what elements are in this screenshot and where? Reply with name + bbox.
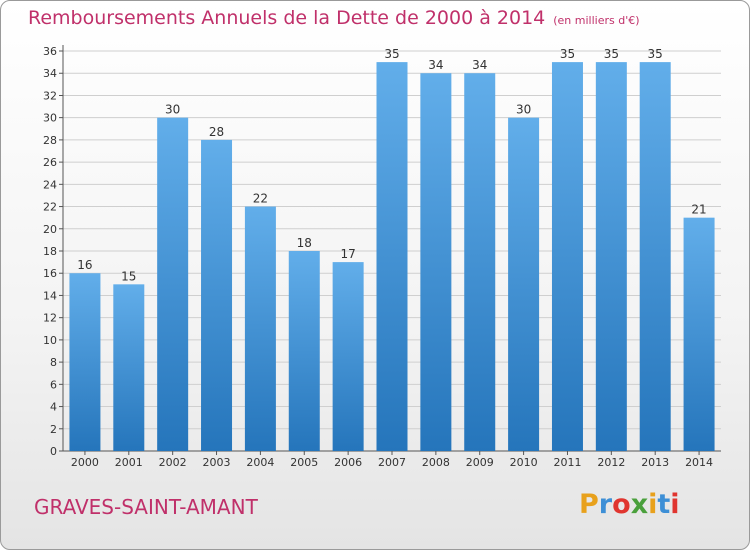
bar-2014 bbox=[683, 217, 715, 451]
y-tick-label: 30 bbox=[43, 112, 57, 125]
bar-value-label-2004: 22 bbox=[253, 192, 268, 206]
chart-title: Remboursements Annuels de la Dette de 20… bbox=[28, 7, 640, 29]
x-tick-label-2010: 2010 bbox=[510, 456, 538, 469]
x-tick-label-2004: 2004 bbox=[246, 456, 274, 469]
y-tick-label: 22 bbox=[43, 201, 57, 214]
x-tick-label-2000: 2000 bbox=[71, 456, 99, 469]
labels: 0246810121416182022242628303234362000162… bbox=[43, 45, 713, 469]
bar-value-label-2006: 17 bbox=[340, 247, 355, 261]
y-tick-label: 26 bbox=[43, 156, 57, 169]
bar-value-label-2014: 21 bbox=[691, 203, 706, 217]
logo-letter: P bbox=[579, 489, 599, 520]
y-tick-label: 14 bbox=[43, 289, 57, 302]
bar-2012 bbox=[595, 62, 627, 451]
bar-2006 bbox=[332, 262, 364, 451]
chart-title-text: Remboursements Annuels de la Dette de 20… bbox=[28, 7, 546, 29]
commune-name: GRAVES-SAINT-AMANT bbox=[34, 495, 258, 519]
bar-value-label-2010: 30 bbox=[516, 103, 531, 117]
y-tick-label: 6 bbox=[50, 378, 57, 391]
y-tick-label: 12 bbox=[43, 312, 57, 325]
bar-2008 bbox=[420, 73, 452, 451]
bar-2007 bbox=[376, 62, 408, 451]
bar-value-label-2009: 34 bbox=[472, 58, 487, 72]
y-tick-label: 28 bbox=[43, 134, 57, 147]
y-tick-label: 20 bbox=[43, 223, 57, 236]
bar-2004 bbox=[244, 206, 276, 451]
x-tick-label-2011: 2011 bbox=[553, 456, 581, 469]
bar-value-label-2008: 34 bbox=[428, 58, 443, 72]
bar-2010 bbox=[508, 117, 540, 452]
y-tick-label: 10 bbox=[43, 334, 57, 347]
y-tick-label: 36 bbox=[43, 45, 57, 58]
x-tick-label-2003: 2003 bbox=[203, 456, 231, 469]
logo-letter: x bbox=[630, 489, 649, 520]
bar-2001 bbox=[113, 284, 145, 451]
y-tick-label: 2 bbox=[50, 423, 57, 436]
logo-letter: o bbox=[612, 489, 631, 520]
y-tick-label: 16 bbox=[43, 267, 57, 280]
bar-2003 bbox=[201, 139, 233, 451]
logo-letter: i bbox=[670, 489, 680, 520]
x-tick-label-2013: 2013 bbox=[641, 456, 669, 469]
logo-letter: t bbox=[657, 489, 671, 520]
y-tick-label: 18 bbox=[43, 245, 57, 258]
bar-2011 bbox=[551, 62, 583, 451]
y-tick-label: 24 bbox=[43, 178, 57, 191]
x-tick-label-2007: 2007 bbox=[378, 456, 406, 469]
y-tick-label: 4 bbox=[50, 401, 57, 414]
y-tick-label: 34 bbox=[43, 67, 57, 80]
bar-value-label-2012: 35 bbox=[604, 47, 619, 61]
bar-2005 bbox=[288, 251, 320, 451]
bar-value-label-2001: 15 bbox=[121, 269, 136, 283]
x-tick-label-2001: 2001 bbox=[115, 456, 143, 469]
bar-value-label-2002: 30 bbox=[165, 103, 180, 117]
bar-2013 bbox=[639, 62, 671, 451]
y-tick-label: 8 bbox=[50, 356, 57, 369]
bar-value-label-2000: 16 bbox=[77, 258, 92, 272]
x-tick-label-2014: 2014 bbox=[685, 456, 713, 469]
x-tick-label-2005: 2005 bbox=[290, 456, 318, 469]
bar-value-label-2005: 18 bbox=[297, 236, 312, 250]
bar-value-label-2011: 35 bbox=[560, 47, 575, 61]
chart-unit-note: (en milliers d'€) bbox=[553, 14, 640, 27]
bar-2000 bbox=[69, 273, 101, 451]
x-tick-label-2008: 2008 bbox=[422, 456, 450, 469]
proxiti-logo: Proxiti bbox=[579, 489, 680, 520]
bars bbox=[69, 62, 715, 452]
y-tick-label: 32 bbox=[43, 89, 57, 102]
bar-2002 bbox=[157, 117, 189, 452]
bar-value-label-2013: 35 bbox=[648, 47, 663, 61]
x-tick-label-2009: 2009 bbox=[466, 456, 494, 469]
bar-2009 bbox=[464, 73, 496, 451]
logo-letter: r bbox=[598, 489, 613, 520]
x-tick-label-2006: 2006 bbox=[334, 456, 362, 469]
x-tick-label-2002: 2002 bbox=[159, 456, 187, 469]
bar-value-label-2007: 35 bbox=[384, 47, 399, 61]
logo-letter: i bbox=[648, 489, 658, 520]
x-tick-label-2012: 2012 bbox=[597, 456, 625, 469]
y-tick-label: 0 bbox=[50, 445, 57, 458]
bar-value-label-2003: 28 bbox=[209, 125, 224, 139]
